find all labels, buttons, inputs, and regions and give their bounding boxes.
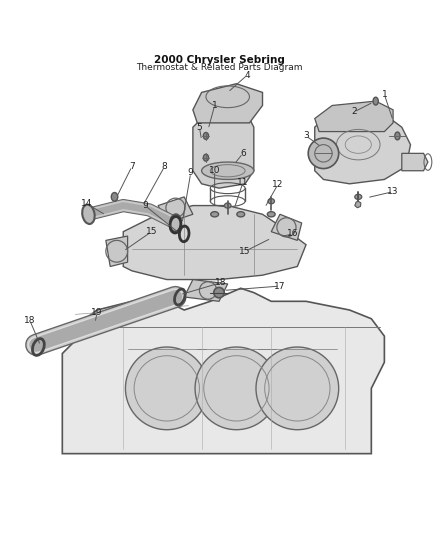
Text: Thermostat & Related Parts Diagram: Thermostat & Related Parts Diagram: [136, 63, 302, 72]
Text: 15: 15: [239, 247, 251, 256]
Polygon shape: [271, 214, 302, 240]
Circle shape: [195, 347, 278, 430]
Text: 11: 11: [237, 178, 249, 187]
Ellipse shape: [170, 214, 181, 232]
Text: 19: 19: [92, 308, 103, 317]
Polygon shape: [62, 288, 385, 454]
Ellipse shape: [268, 199, 275, 204]
Ellipse shape: [201, 162, 254, 180]
Text: 9: 9: [188, 168, 194, 177]
Text: 5: 5: [197, 123, 202, 132]
Text: 7: 7: [129, 162, 135, 171]
Ellipse shape: [373, 97, 378, 105]
Polygon shape: [315, 101, 393, 132]
Polygon shape: [193, 101, 254, 188]
Polygon shape: [315, 106, 410, 184]
Ellipse shape: [203, 133, 208, 140]
Text: 6: 6: [240, 149, 246, 158]
Text: 15: 15: [146, 227, 157, 236]
Text: 13: 13: [387, 187, 399, 196]
Text: 14: 14: [81, 199, 92, 208]
Text: 2000 Chrysler Sebring: 2000 Chrysler Sebring: [154, 55, 284, 66]
Polygon shape: [355, 201, 361, 208]
Ellipse shape: [203, 154, 208, 161]
Polygon shape: [184, 279, 228, 301]
Ellipse shape: [111, 192, 118, 201]
Circle shape: [308, 138, 339, 168]
Text: 12: 12: [272, 180, 283, 189]
Polygon shape: [158, 197, 193, 223]
Text: 3: 3: [303, 132, 309, 140]
Ellipse shape: [82, 205, 95, 224]
Ellipse shape: [224, 203, 231, 208]
Polygon shape: [193, 84, 262, 123]
Text: 10: 10: [209, 166, 220, 175]
Ellipse shape: [355, 194, 362, 199]
Text: 8: 8: [162, 162, 167, 171]
Text: 2: 2: [351, 108, 357, 117]
Polygon shape: [123, 206, 306, 279]
Text: 18: 18: [24, 316, 35, 325]
Text: 18: 18: [215, 278, 227, 287]
Text: 17: 17: [274, 281, 286, 290]
Polygon shape: [402, 154, 428, 171]
Ellipse shape: [237, 212, 245, 217]
Circle shape: [125, 347, 208, 430]
Text: 16: 16: [287, 229, 299, 238]
Text: 1: 1: [212, 101, 218, 110]
Text: 1: 1: [381, 90, 387, 99]
Ellipse shape: [211, 212, 219, 217]
Text: 4: 4: [244, 70, 250, 79]
Circle shape: [214, 287, 224, 298]
Ellipse shape: [395, 132, 400, 140]
Text: 9: 9: [142, 201, 148, 210]
Polygon shape: [106, 236, 127, 266]
Circle shape: [256, 347, 339, 430]
Ellipse shape: [267, 212, 275, 217]
